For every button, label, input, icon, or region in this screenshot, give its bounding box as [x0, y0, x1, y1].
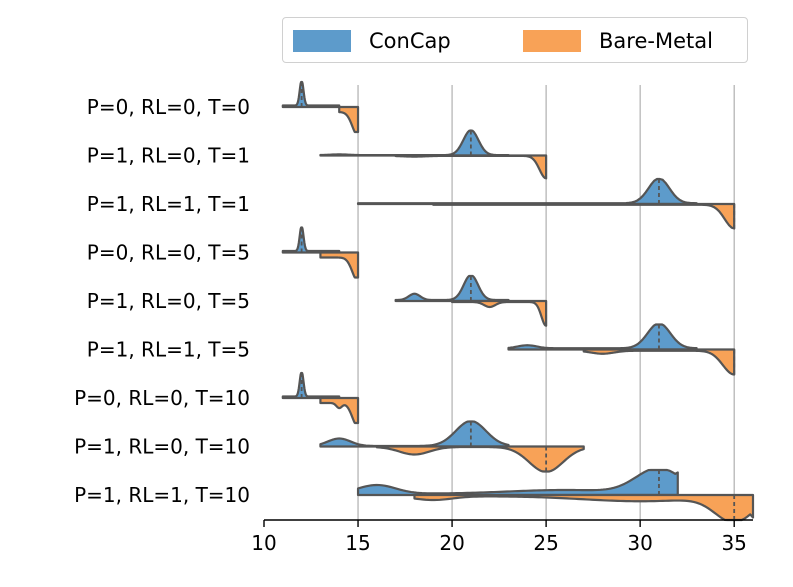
violin-concap-1	[319, 129, 510, 157]
legend-swatch-concap	[293, 30, 351, 52]
violin-concap-6	[281, 371, 341, 400]
violin-concap-3	[281, 226, 341, 254]
legend-swatch-bare-metal	[523, 30, 581, 52]
violin-bare-metal-4	[450, 299, 548, 327]
violin-bare-metal-0	[338, 105, 360, 134]
axes: P=0, RL=0, T=0 P=1, RL=0, T=1 P=1, RL=1, T…	[74, 95, 753, 555]
y-tick-label-8: P=1, RL=1, T=10	[74, 483, 250, 507]
y-tick-label-5: P=1, RL=1, T=5	[87, 338, 250, 362]
y-tick-label-6: P=0, RL=0, T=10	[74, 386, 250, 410]
violin-bare-metal-3	[319, 251, 360, 279]
legend-item-bare-metal: Bare-Metal	[523, 18, 713, 64]
x-tick-label-25: 25	[533, 531, 558, 555]
y-tick-label-3: P=0, RL=0, T=5	[87, 241, 250, 265]
legend-label-bare-metal: Bare-Metal	[599, 29, 713, 53]
y-tick-label-1: P=1, RL=0, T=1	[87, 144, 250, 168]
violin-bare-metal-8	[413, 493, 755, 522]
violin-bare-metal-6	[319, 396, 360, 425]
violin-concap-7	[319, 420, 510, 448]
y-tick-label-4: P=1, RL=0, T=5	[87, 289, 250, 313]
violin-concap-8	[356, 468, 679, 497]
violin-concap-5	[507, 323, 698, 351]
violin-concap-2	[356, 177, 698, 206]
x-tick-label-10: 10	[251, 531, 276, 555]
violin-concap-0	[281, 80, 341, 109]
legend-label-concap: ConCap	[369, 29, 451, 53]
y-tick-label-7: P=1, RL=0, T=10	[74, 435, 250, 459]
x-tick-label-35: 35	[721, 531, 746, 555]
violin-bare-metal-2	[432, 202, 736, 230]
y-tick-label-0: P=0, RL=0, T=0	[87, 95, 250, 119]
legend: ConCap Bare-Metal	[282, 17, 748, 63]
violin-concap-4	[394, 274, 510, 303]
x-tick-label-15: 15	[345, 531, 370, 555]
x-tick-label-30: 30	[627, 531, 652, 555]
violin-bare-metal-1	[394, 154, 548, 180]
violin-bare-metal-7	[375, 445, 585, 473]
violin-bare-metal-5	[582, 348, 736, 376]
x-tick-label-20: 20	[439, 531, 464, 555]
violins	[281, 80, 755, 522]
legend-item-concap: ConCap	[293, 18, 451, 64]
y-tick-label-2: P=1, RL=1, T=1	[87, 192, 250, 216]
